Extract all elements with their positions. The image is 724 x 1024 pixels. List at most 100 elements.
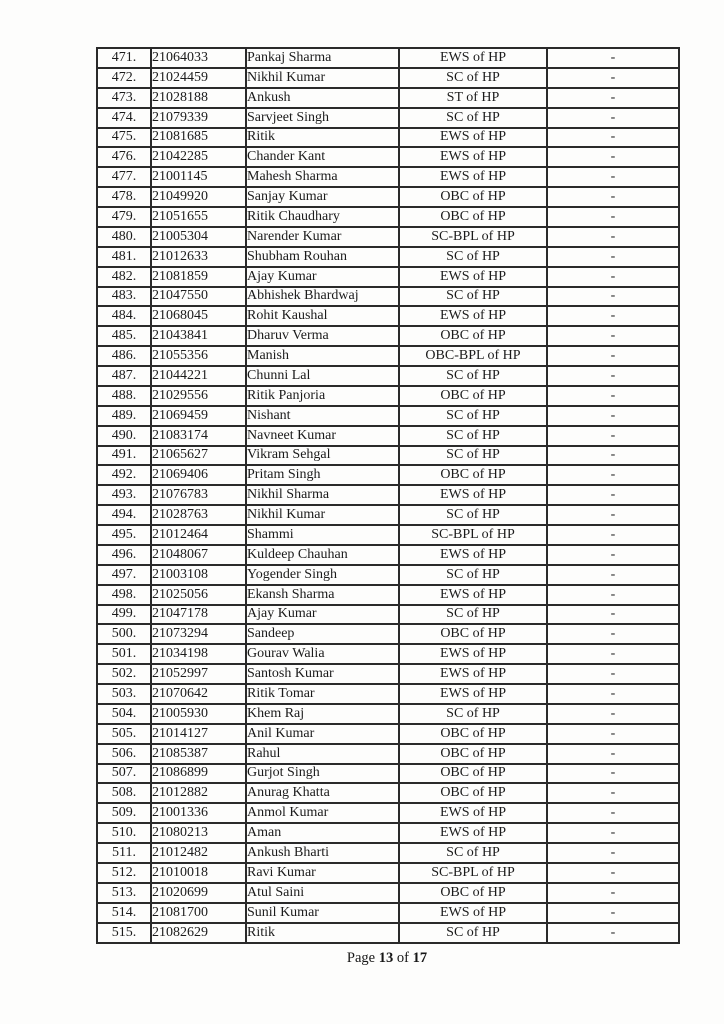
- remark-cell: -: [546, 504, 680, 526]
- roll-number-cell: 21003108: [150, 563, 247, 586]
- category-cell: OBC of HP: [398, 623, 548, 646]
- remark-cell: -: [546, 543, 680, 566]
- remark-cell: -: [546, 206, 680, 228]
- roll-number-cell: 21001145: [150, 166, 247, 189]
- candidate-name-cell: Ekansh Sharma: [245, 583, 400, 606]
- remark-cell: -: [546, 722, 680, 745]
- table-row: 479. 21051655 Ritik Chaudhary OBC of HP -: [96, 206, 680, 228]
- table-row: 488. 21029556 Ritik Panjoria OBC of HP -: [96, 384, 680, 407]
- remark-cell: -: [546, 683, 680, 705]
- category-cell: SC of HP: [398, 921, 548, 944]
- category-cell: OBC of HP: [398, 384, 548, 407]
- roll-number-cell: 21080213: [150, 822, 247, 844]
- candidate-name-cell: Atul Saini: [245, 881, 400, 904]
- roll-number-cell: 21083174: [150, 424, 247, 447]
- candidate-name-cell: Chander Kant: [245, 146, 400, 169]
- table-row: 498. 21025056 Ekansh Sharma EWS of HP -: [96, 583, 680, 606]
- table-row: 508. 21012882 Anurag Khatta OBC of HP -: [96, 782, 680, 805]
- category-cell: EWS of HP: [398, 663, 548, 685]
- category-cell: OBC of HP: [398, 722, 548, 745]
- category-cell: SC of HP: [398, 444, 548, 467]
- category-cell: SC of HP: [398, 365, 548, 387]
- remark-cell: -: [546, 702, 680, 725]
- serial-cell: 508.: [96, 782, 152, 805]
- serial-cell: 507.: [96, 762, 152, 785]
- candidate-name-cell: Gurjot Singh: [245, 762, 400, 785]
- candidate-name-cell: Narender Kumar: [245, 225, 400, 248]
- serial-cell: 485.: [96, 325, 152, 348]
- category-cell: EWS of HP: [398, 643, 548, 666]
- footer-page-number: 13: [378, 950, 394, 966]
- candidate-name-cell: Nikhil Kumar: [245, 504, 400, 526]
- roll-number-cell: 21012464: [150, 524, 247, 546]
- remark-cell: -: [546, 762, 680, 785]
- category-cell: EWS of HP: [398, 265, 548, 288]
- serial-cell: 489.: [96, 404, 152, 427]
- serial-cell: 480.: [96, 225, 152, 248]
- category-cell: SC of HP: [398, 603, 548, 626]
- candidate-name-cell: Anmol Kumar: [245, 802, 400, 825]
- roll-number-cell: 21044221: [150, 365, 247, 387]
- remark-cell: -: [546, 345, 680, 367]
- table-row: 482. 21081859 Ajay Kumar EWS of HP -: [96, 265, 680, 288]
- candidate-name-cell: Ankush Bharti: [245, 842, 400, 864]
- roll-number-cell: 21086899: [150, 762, 247, 785]
- table-row: 495. 21012464 Shammi SC-BPL of HP -: [96, 524, 680, 546]
- table-row: 486. 21055356 Manish OBC-BPL of HP -: [96, 345, 680, 367]
- category-cell: EWS of HP: [398, 683, 548, 705]
- serial-cell: 512.: [96, 861, 152, 884]
- table-row: 490. 21083174 Navneet Kumar SC of HP -: [96, 424, 680, 447]
- table-row: 504. 21005930 Khem Raj SC of HP -: [96, 702, 680, 725]
- candidate-name-cell: Navneet Kumar: [245, 424, 400, 447]
- candidate-name-cell: Ritik Panjoria: [245, 384, 400, 407]
- serial-cell: 501.: [96, 643, 152, 666]
- table-row: 506. 21085387 Rahul OBC of HP -: [96, 742, 680, 765]
- category-cell: SC of HP: [398, 504, 548, 526]
- remark-cell: -: [546, 921, 680, 944]
- roll-number-cell: 21034198: [150, 643, 247, 666]
- roll-number-cell: 21001336: [150, 802, 247, 825]
- table-row: 480. 21005304 Narender Kumar SC-BPL of HP -: [96, 225, 680, 248]
- candidate-name-cell: Sunil Kumar: [245, 901, 400, 924]
- remark-cell: -: [546, 305, 680, 328]
- roll-number-cell: 21076783: [150, 484, 247, 507]
- roll-number-cell: 21047550: [150, 285, 247, 308]
- table-row: 493. 21076783 Nikhil Sharma EWS of HP -: [96, 484, 680, 507]
- candidate-name-cell: Ajay Kumar: [245, 603, 400, 626]
- roll-number-cell: 21085387: [150, 742, 247, 765]
- category-cell: EWS of HP: [398, 822, 548, 844]
- serial-cell: 506.: [96, 742, 152, 765]
- roll-number-cell: 21082629: [150, 921, 247, 944]
- roll-number-cell: 21005930: [150, 702, 247, 725]
- candidate-name-cell: Sandeep: [245, 623, 400, 646]
- remark-cell: -: [546, 623, 680, 646]
- remark-cell: -: [546, 643, 680, 666]
- table-row: 478. 21049920 Sanjay Kumar OBC of HP -: [96, 186, 680, 208]
- candidate-name-cell: Anurag Khatta: [245, 782, 400, 805]
- candidate-name-cell: Ravi Kumar: [245, 861, 400, 884]
- category-cell: SC-BPL of HP: [398, 861, 548, 884]
- category-cell: EWS of HP: [398, 166, 548, 189]
- serial-cell: 500.: [96, 623, 152, 646]
- candidate-name-cell: Ritik Tomar: [245, 683, 400, 705]
- category-cell: OBC of HP: [398, 206, 548, 228]
- category-cell: EWS of HP: [398, 484, 548, 507]
- serial-cell: 476.: [96, 146, 152, 169]
- roll-number-cell: 21010018: [150, 861, 247, 884]
- candidate-name-cell: Sarvjeet Singh: [245, 106, 400, 129]
- roll-number-cell: 21081685: [150, 126, 247, 149]
- roll-number-cell: 21069459: [150, 404, 247, 427]
- remark-cell: -: [546, 822, 680, 844]
- remark-cell: -: [546, 603, 680, 626]
- table-row: 513. 21020699 Atul Saini OBC of HP -: [96, 881, 680, 904]
- candidate-name-cell: Ankush: [245, 86, 400, 109]
- table-row: 502. 21052997 Santosh Kumar EWS of HP -: [96, 663, 680, 685]
- roll-number-cell: 21064033: [150, 47, 247, 69]
- footer-word-of: of: [396, 950, 409, 966]
- category-cell: SC of HP: [398, 424, 548, 447]
- remark-cell: -: [546, 782, 680, 805]
- candidate-name-cell: Aman: [245, 822, 400, 844]
- candidate-name-cell: Chunni Lal: [245, 365, 400, 387]
- remark-cell: -: [546, 384, 680, 407]
- serial-cell: 504.: [96, 702, 152, 725]
